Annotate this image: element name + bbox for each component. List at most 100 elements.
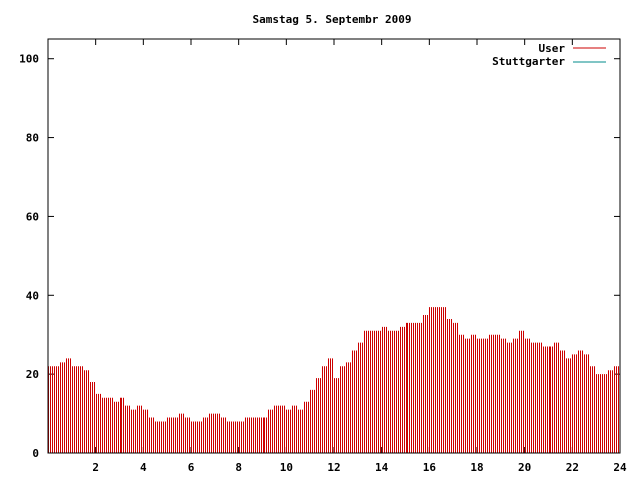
- y-tick-label: 40: [26, 289, 39, 302]
- bar-user: [84, 370, 89, 453]
- bar-user: [554, 342, 559, 453]
- bar-user: [102, 397, 107, 453]
- bar-user: [280, 405, 285, 453]
- bar-user: [239, 421, 244, 453]
- bar-user: [161, 421, 166, 453]
- bar-user: [423, 315, 428, 453]
- bar-user: [578, 350, 583, 453]
- y-axis: 0 20 40 60 80 100: [19, 53, 620, 460]
- bar-user: [60, 362, 65, 453]
- bar-user: [543, 346, 548, 453]
- bar-user: [155, 421, 160, 453]
- bar-user: [560, 350, 565, 453]
- bar-user: [131, 409, 136, 453]
- bar-user: [519, 330, 524, 453]
- bar-user: [596, 374, 601, 453]
- x-tick-label: 6: [188, 461, 195, 474]
- bar-user: [125, 405, 130, 453]
- bar-user: [286, 409, 291, 453]
- bar-user: [316, 378, 321, 453]
- bar-user: [501, 338, 506, 453]
- bar-user: [251, 417, 256, 453]
- bar-user: [245, 417, 250, 453]
- bar-user: [304, 401, 309, 453]
- bar-user: [54, 366, 59, 453]
- bar-user: [215, 413, 220, 453]
- bar-user: [173, 417, 178, 453]
- bar-user: [358, 342, 363, 453]
- bar-user: [96, 393, 101, 453]
- bar-user: [322, 366, 327, 453]
- bar-user: [209, 413, 214, 453]
- bar-user: [614, 366, 619, 453]
- x-tick-label: 16: [423, 461, 437, 474]
- x-tick-label: 12: [327, 461, 340, 474]
- bar-user: [352, 350, 357, 453]
- bar-user: [78, 366, 83, 453]
- bar-user: [477, 338, 482, 453]
- bar-user: [406, 322, 410, 453]
- bar-user: [143, 409, 148, 453]
- bar-user: [120, 397, 124, 453]
- bar-user: [340, 366, 345, 453]
- bar-user: [310, 389, 315, 453]
- bar-user: [263, 417, 267, 453]
- bar-user: [66, 358, 71, 453]
- bar-user: [584, 354, 589, 453]
- bar-user: [114, 401, 119, 453]
- bar-user: [459, 334, 464, 453]
- bar-user: [483, 338, 488, 453]
- bar-user: [227, 421, 232, 453]
- bar-user: [441, 307, 446, 453]
- bar-user: [221, 417, 226, 453]
- bar-user: [471, 334, 476, 453]
- bar-user: [590, 366, 595, 453]
- bar-user: [233, 421, 238, 453]
- x-tick-label: 24: [613, 461, 627, 474]
- bar-user: [417, 322, 422, 453]
- bar-user: [549, 346, 553, 453]
- bar-user: [507, 342, 512, 453]
- x-tick-label: 14: [375, 461, 389, 474]
- bars-user: [48, 307, 619, 453]
- x-tick-label: 20: [518, 461, 531, 474]
- bar-user: [489, 334, 494, 453]
- plot-frame: [47, 38, 621, 454]
- bar-user: [268, 409, 273, 453]
- bar-user: [167, 417, 172, 453]
- bar-user: [382, 326, 387, 453]
- y-tick-label: 80: [26, 132, 39, 145]
- bar-user: [388, 330, 393, 453]
- bar-user: [328, 358, 333, 453]
- bar-user: [298, 409, 303, 453]
- bar-user: [90, 382, 95, 453]
- x-tick-label: 22: [566, 461, 579, 474]
- legend: User Stuttgarter: [492, 42, 606, 68]
- legend-label-stuttgarter: Stuttgarter: [492, 55, 565, 68]
- bar-user: [608, 370, 613, 453]
- x-tick-label: 2: [92, 461, 99, 474]
- bar-user: [513, 338, 518, 453]
- y-tick-label: 60: [26, 210, 39, 223]
- bar-user: [137, 405, 142, 453]
- bar-user: [108, 397, 113, 453]
- x-tick-label: 4: [140, 461, 147, 474]
- bar-user: [465, 338, 470, 453]
- chart-title: Samstag 5. Septembr 2009: [253, 13, 412, 26]
- x-tick-label: 10: [280, 461, 293, 474]
- bar-user: [572, 354, 577, 453]
- bar-user: [292, 405, 297, 453]
- bar-user: [566, 358, 571, 453]
- bar-user: [191, 421, 196, 453]
- x-tick-label: 8: [235, 461, 242, 474]
- bar-user: [72, 366, 77, 453]
- bar-user: [453, 322, 458, 453]
- bar-user: [334, 378, 339, 453]
- bar-user: [346, 362, 351, 453]
- bar-user: [376, 330, 381, 453]
- bar-user: [435, 307, 440, 453]
- bar-user: [602, 374, 607, 453]
- bar-user: [185, 417, 190, 453]
- bar-user: [257, 417, 262, 453]
- bar-user: [197, 421, 202, 453]
